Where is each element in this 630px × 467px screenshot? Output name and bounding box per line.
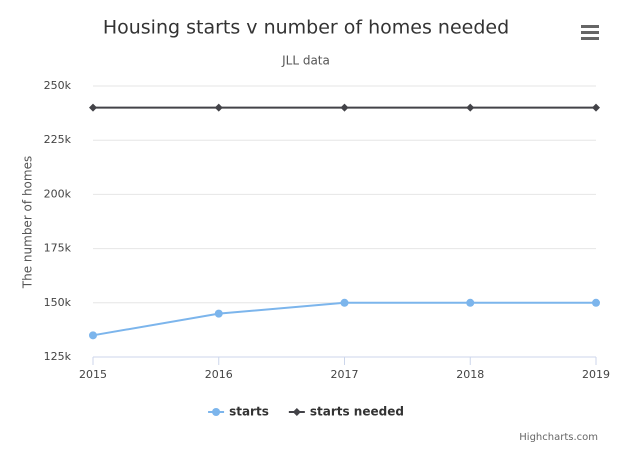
menu-icon-bar (581, 25, 599, 28)
x-tick-label: 2017 (331, 368, 359, 381)
series-line (92, 301, 596, 337)
chart-title: Housing starts v number of homes needed (103, 17, 509, 39)
data-point (214, 309, 223, 318)
data-point (89, 103, 97, 112)
y-tick-label: 200k (44, 187, 72, 200)
legend-label: starts (229, 405, 269, 419)
x-tick-label: 2016 (205, 368, 233, 381)
data-point (89, 331, 97, 340)
x-tick-label: 2019 (582, 368, 610, 381)
menu-icon-bar (581, 37, 599, 40)
menu-icon-bar (581, 31, 599, 34)
data-point (340, 103, 349, 112)
legend-symbol (212, 408, 221, 416)
legend: starts starts needed (208, 405, 404, 419)
data-point (592, 103, 600, 112)
legend-symbol (292, 408, 301, 416)
credits[interactable]: Highcharts.com (519, 432, 598, 443)
y-tick-label: 150k (44, 296, 72, 309)
y-tick-label: 250k (44, 79, 72, 92)
x-tick-label: 2018 (456, 368, 484, 381)
data-point (592, 298, 600, 307)
y-axis-title: The number of homes (21, 156, 35, 289)
legend-item[interactable]: starts needed (288, 405, 404, 419)
data-point (214, 103, 223, 112)
legend-label: starts needed (310, 405, 404, 419)
data-point (340, 298, 349, 307)
menu-button[interactable] (578, 20, 602, 44)
legend-item[interactable]: starts (208, 405, 269, 419)
x-tick-label: 2015 (79, 368, 107, 381)
data-point (466, 298, 475, 307)
y-tick-label: 225k (44, 133, 72, 146)
y-tick-label: 125k (44, 350, 72, 363)
data-point (466, 103, 475, 112)
y-tick-label: 175k (44, 242, 72, 255)
chart-subtitle: JLL data (281, 54, 330, 68)
plot-area: 125k 150k 175k 200k 225k 250k 2015 2016 2017 2018… (44, 79, 610, 381)
